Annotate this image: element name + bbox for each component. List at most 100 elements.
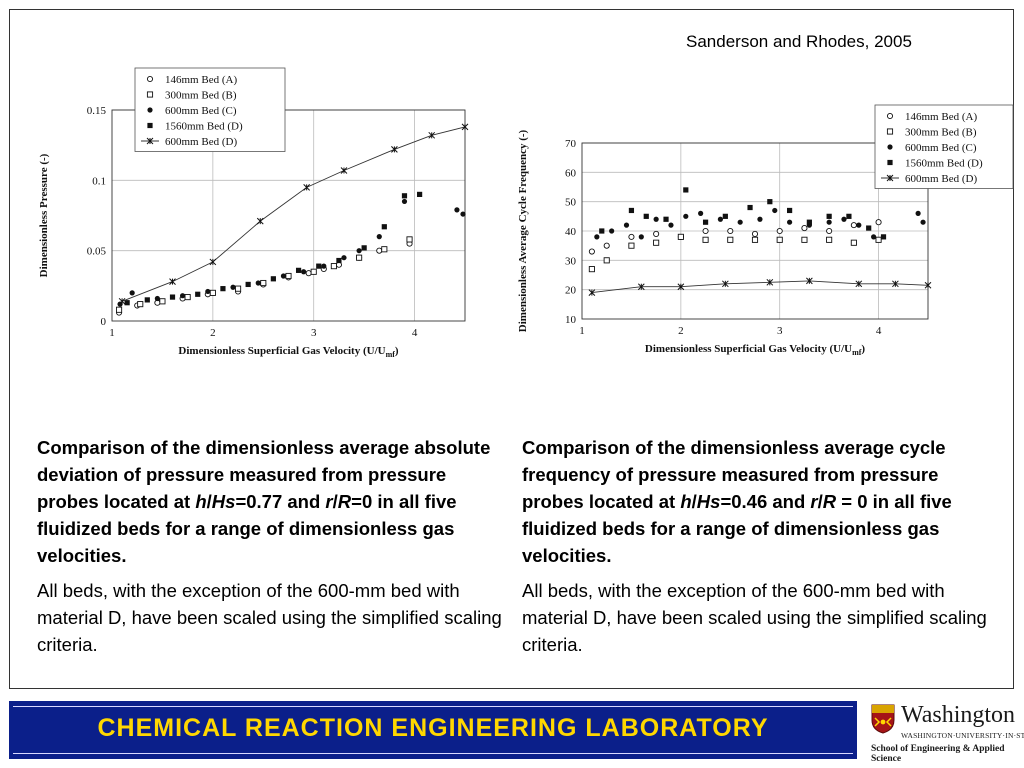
data-point bbox=[892, 280, 899, 288]
data-point bbox=[772, 207, 778, 214]
y-tick-label: 70 bbox=[565, 138, 577, 150]
legend-label: 1560mm Bed (D) bbox=[905, 158, 983, 170]
right-caption-note: All beds, with the exception of the 600-… bbox=[522, 580, 987, 655]
legend-label: 600mm Bed (D) bbox=[905, 173, 977, 185]
data-point bbox=[356, 248, 362, 254]
left-caption-bold: Comparison of the dimensionless average … bbox=[37, 437, 491, 566]
data-point bbox=[180, 293, 186, 299]
data-point bbox=[124, 300, 130, 306]
y-tick-label: 10 bbox=[565, 314, 577, 326]
data-point bbox=[623, 222, 630, 228]
data-point bbox=[737, 219, 743, 225]
data-point bbox=[588, 289, 596, 296]
data-point bbox=[643, 213, 649, 219]
legend-label: 600mm Bed (D) bbox=[165, 136, 237, 148]
data-point bbox=[787, 219, 793, 225]
data-point bbox=[381, 224, 387, 230]
data-point bbox=[361, 245, 367, 251]
data-point bbox=[683, 187, 689, 193]
data-point bbox=[609, 228, 615, 234]
legend-marker bbox=[886, 112, 894, 120]
data-point bbox=[677, 233, 684, 240]
data-point bbox=[920, 219, 926, 225]
data-point bbox=[638, 234, 644, 240]
legend-marker bbox=[147, 107, 153, 113]
data-point bbox=[653, 239, 660, 246]
data-point bbox=[255, 280, 261, 286]
x-tick-label: 2 bbox=[678, 325, 684, 337]
citation: Sanderson and Rhodes, 2005 bbox=[686, 32, 912, 51]
data-point bbox=[751, 236, 759, 243]
data-point bbox=[270, 276, 276, 282]
data-point bbox=[341, 255, 347, 261]
data-point bbox=[668, 222, 674, 228]
data-point bbox=[653, 230, 660, 237]
frequency-chart: 1 2 3 4 10 20 30 40 50 60 70 Dimensionless Superfic… bbox=[517, 104, 1014, 357]
legend-label: 146mm Bed (A) bbox=[165, 74, 237, 86]
series-2 bbox=[594, 207, 926, 240]
data-point bbox=[356, 254, 363, 261]
data-point bbox=[826, 236, 833, 243]
data-point bbox=[801, 236, 808, 243]
data-point bbox=[461, 123, 469, 131]
series-4 bbox=[118, 123, 469, 305]
data-point bbox=[401, 198, 408, 205]
y-tick-label: 50 bbox=[565, 197, 577, 209]
data-point bbox=[305, 270, 312, 277]
data-point bbox=[406, 236, 413, 243]
data-point bbox=[653, 216, 659, 222]
data-point bbox=[875, 236, 882, 243]
data-point bbox=[806, 219, 812, 225]
x-tick-label: 4 bbox=[412, 327, 418, 339]
data-point bbox=[766, 278, 774, 286]
data-point bbox=[260, 279, 267, 287]
y-tick-label: 0.1 bbox=[92, 175, 106, 187]
data-point bbox=[295, 267, 302, 273]
data-point bbox=[702, 236, 709, 243]
data-point bbox=[599, 228, 605, 234]
data-point bbox=[628, 233, 635, 240]
data-point bbox=[454, 207, 460, 213]
data-point bbox=[806, 277, 813, 285]
slide-frame bbox=[9, 9, 1014, 689]
series-1 bbox=[116, 236, 413, 313]
legend-label: 300mm Bed (B) bbox=[905, 127, 977, 139]
data-point bbox=[856, 222, 862, 228]
legend-label: 146mm Bed (A) bbox=[905, 111, 977, 123]
data-point bbox=[875, 219, 882, 226]
y-tick-label: 30 bbox=[565, 255, 577, 267]
data-point bbox=[747, 204, 753, 211]
legend-label: 600mm Bed (C) bbox=[905, 142, 977, 154]
data-point bbox=[169, 294, 176, 300]
plot-frame bbox=[581, 142, 929, 320]
x-tick-label: 3 bbox=[777, 325, 783, 337]
series-3 bbox=[124, 191, 423, 306]
legend-box bbox=[134, 67, 286, 152]
right-caption-bold: Comparison of the dimensionless average … bbox=[522, 437, 952, 566]
data-point bbox=[144, 297, 150, 303]
data-point bbox=[310, 268, 317, 275]
y-axis-label: Dimensionless Average Cycle Frequency (-… bbox=[517, 129, 529, 332]
data-point bbox=[235, 285, 242, 292]
data-point bbox=[787, 207, 793, 214]
data-point bbox=[855, 280, 863, 288]
legend: 146mm Bed (A) 300mm Bed (B) 600mm Bed (C) 1… bbox=[874, 104, 1014, 189]
data-point bbox=[154, 295, 160, 302]
legend-marker bbox=[147, 122, 153, 129]
data-point bbox=[301, 269, 307, 275]
data-point bbox=[871, 234, 877, 240]
data-point bbox=[256, 217, 264, 225]
data-point bbox=[637, 283, 645, 291]
data-point bbox=[129, 290, 135, 296]
data-point bbox=[727, 236, 734, 243]
x-tick-label: 1 bbox=[579, 325, 585, 337]
banner-top-rule bbox=[13, 706, 853, 707]
data-point bbox=[850, 222, 857, 229]
legend-marker bbox=[886, 174, 894, 182]
data-point bbox=[702, 219, 709, 225]
y-tick-label: 40 bbox=[565, 226, 577, 238]
data-point bbox=[826, 219, 832, 225]
data-point bbox=[195, 291, 201, 297]
data-point bbox=[303, 184, 311, 191]
data-point bbox=[801, 225, 808, 232]
